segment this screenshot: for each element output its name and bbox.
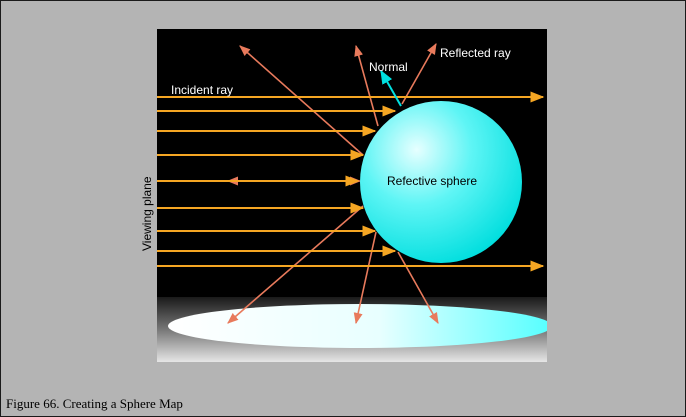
- reflected-ray-lower: [353, 231, 377, 325]
- reflected-ray-upper: [354, 44, 379, 127]
- reflected-ray-label: Reflected ray: [440, 46, 511, 60]
- reflected-ray-bottom: [397, 251, 439, 324]
- normal-vector: [380, 69, 402, 107]
- figure-caption: Figure 66. Creating a Sphere Map: [6, 396, 183, 411]
- viewing-plane-label: Viewing plane: [140, 176, 154, 251]
- reflected-ray-top: [401, 43, 437, 105]
- reflected-ray-upper-left: [239, 45, 364, 156]
- incident-ray-label: Incident ray: [171, 83, 233, 97]
- reflected-ray-lower-left: [227, 205, 364, 324]
- reflection-disc: [168, 304, 552, 348]
- reflective-sphere: [360, 101, 522, 263]
- incident-rays: [157, 91, 545, 272]
- sphere-label: Refective sphere: [387, 174, 477, 188]
- normal-label: Normal: [369, 60, 408, 74]
